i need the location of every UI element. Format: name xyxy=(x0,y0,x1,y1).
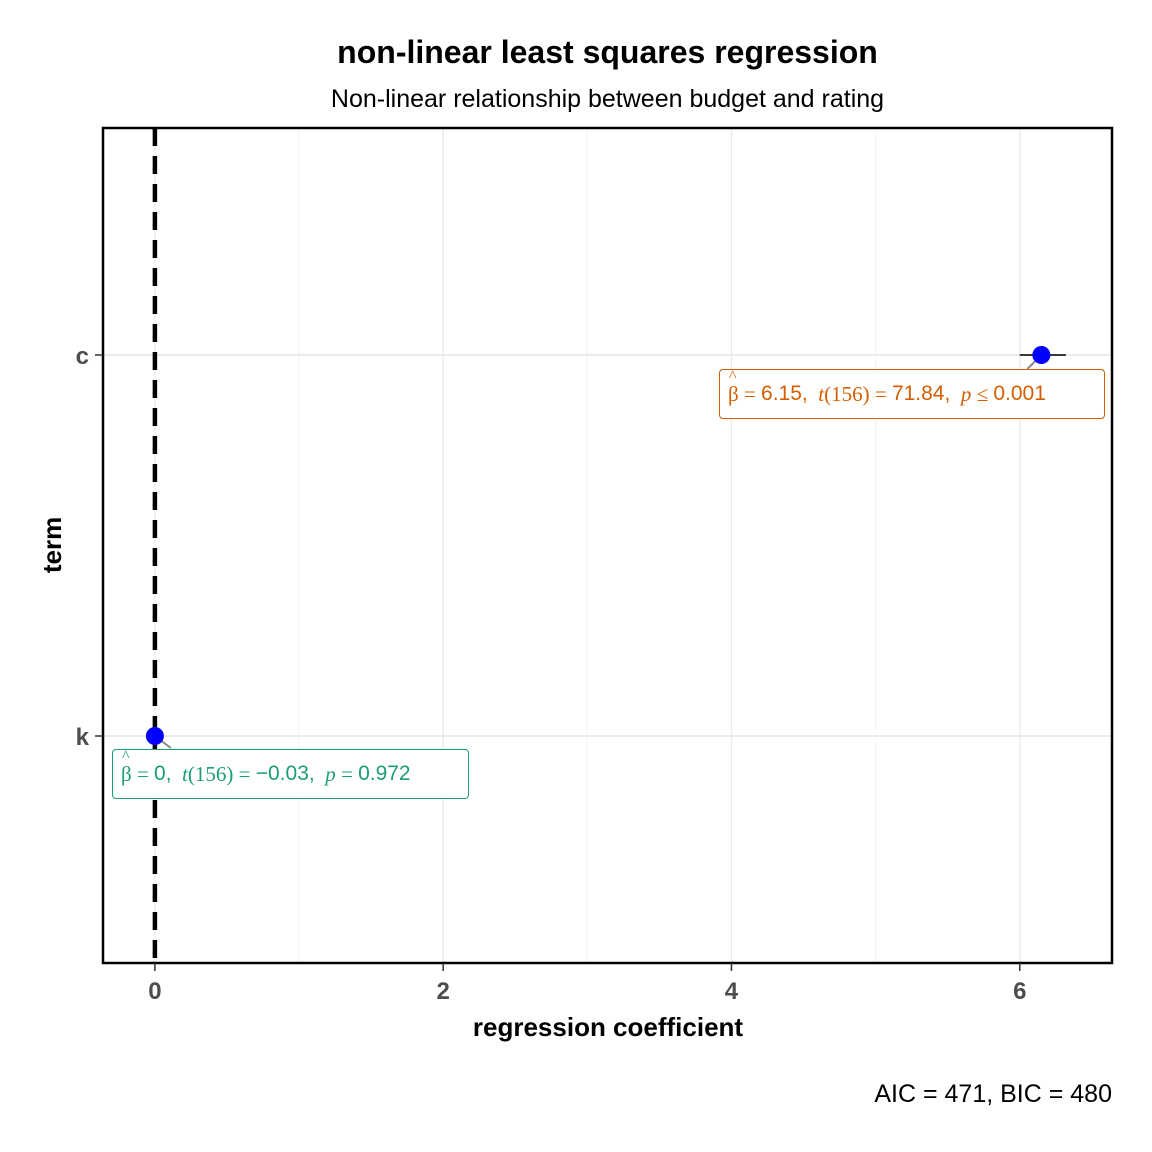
comparison-op: ≤ xyxy=(976,381,989,406)
comparison-op: = xyxy=(340,761,353,786)
point-k xyxy=(145,727,164,745)
x-tick-label: 6 xyxy=(1013,978,1026,1005)
chart-title: non-linear least squares regression xyxy=(337,34,878,70)
hat-icon: ^ xyxy=(729,367,737,385)
t-value: 71.84, xyxy=(891,382,951,405)
beta-hat-symbol: ^ β xyxy=(728,368,739,407)
p-value: 0.001 xyxy=(993,382,1046,405)
estimate-value: 6.15, xyxy=(761,382,808,405)
equals: = xyxy=(238,761,251,786)
beta-hat-symbol: ^ β xyxy=(121,748,132,787)
t-value: −0.03, xyxy=(255,762,315,785)
t-symbol: t xyxy=(818,381,825,406)
p-symbol: p xyxy=(960,381,972,406)
p-symbol: p xyxy=(325,761,336,786)
beta-symbol: β xyxy=(728,381,739,406)
beta-symbol: β xyxy=(121,761,132,786)
plot-panel-border xyxy=(101,126,1114,965)
y-tick-label-c: c xyxy=(76,343,89,370)
chart-subtitle: Non-linear relationship between budget a… xyxy=(330,85,885,113)
equals: = xyxy=(136,761,149,786)
estimate-value: 0, xyxy=(154,762,172,785)
hat-icon: ^ xyxy=(122,747,130,765)
equals: = xyxy=(743,381,756,406)
df-value: (156) xyxy=(187,761,234,786)
coefficient-label-c: ^ β = 6.15, t (156) = 71.84, p ≤ 0.001 xyxy=(719,368,1105,419)
p-value: 0.972 xyxy=(358,762,411,785)
df-value: (156) xyxy=(824,381,870,406)
x-axis-label: regression coefficient xyxy=(473,1012,744,1042)
x-tick-label: 2 xyxy=(436,978,449,1005)
x-tick-label: 4 xyxy=(725,978,739,1005)
equals: = xyxy=(874,381,887,406)
point-c xyxy=(1032,346,1051,364)
y-axis-label: term xyxy=(37,517,67,573)
coefficient-label-k: ^ β = 0, t (156) = −0.03, p = 0.972 xyxy=(112,748,469,799)
t-symbol: t xyxy=(182,761,188,786)
y-tick-label-k: k xyxy=(76,724,90,751)
x-tick-label: 0 xyxy=(148,978,161,1005)
model-fit-caption: AIC = 471, BIC = 480 xyxy=(874,1080,1112,1108)
